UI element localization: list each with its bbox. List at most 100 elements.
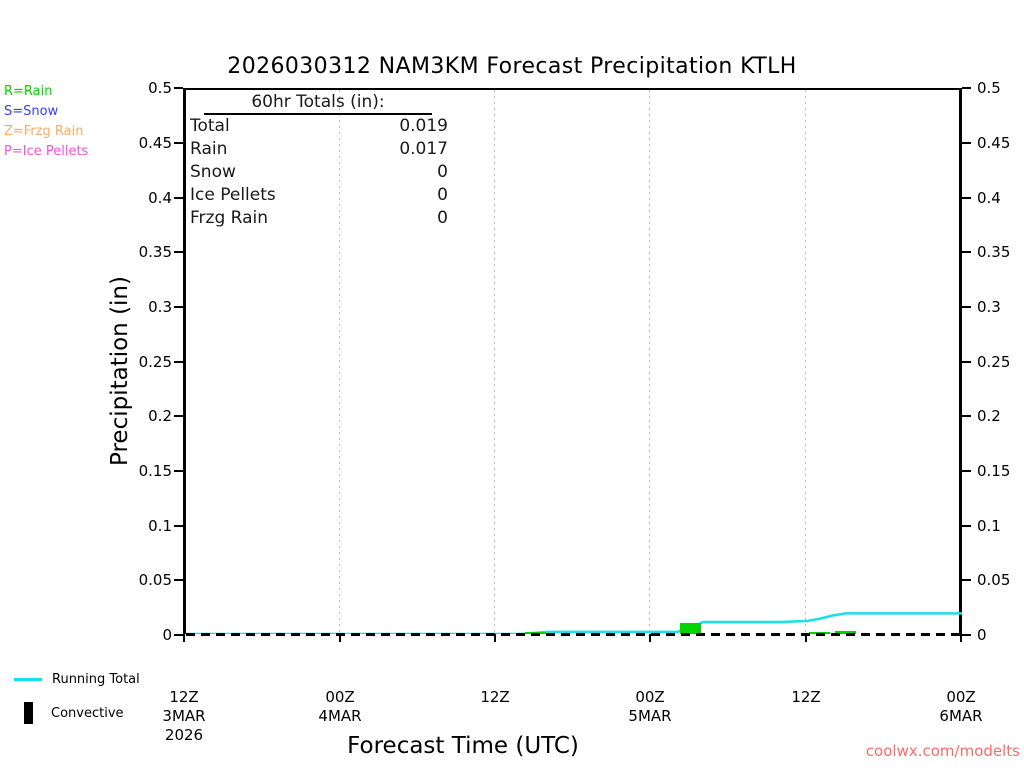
totals-value-frzg-rain: 0 — [437, 208, 448, 228]
y-tick-mark-left-8 — [174, 525, 183, 527]
y-tick-mark-left-6 — [174, 415, 183, 417]
x-tick-group-0: 12Z 3MAR 2026 — [124, 688, 244, 745]
x-tick-group-5: 00Z 6MAR — [901, 688, 1021, 726]
y-tick-label-left-1: 0.45 — [138, 134, 172, 152]
x-tick-date-5: 6MAR — [939, 707, 983, 725]
y-tick-label-right-9: 0.05 — [977, 571, 1011, 589]
y-tick-mark-right-2 — [962, 197, 971, 199]
plot-data-layer: RRRR — [186, 90, 962, 634]
y-tick-mark-left-4 — [174, 306, 183, 308]
series-legend: Running Total Convective — [10, 668, 140, 724]
x-tick-time-4: 12Z — [791, 688, 821, 706]
y-tick-mark-left-2 — [174, 197, 183, 199]
totals-label-total: Total — [190, 116, 230, 136]
y-tick-mark-right-10 — [962, 634, 971, 636]
y-tick-label-right-8: 0.1 — [977, 517, 1001, 535]
x-tick-date-3: 5MAR — [628, 707, 672, 725]
y-tick-mark-left-5 — [174, 361, 183, 363]
precip-type-legend: R=Rain S=Snow Z=Frzg Rain P=Ice Pellets — [4, 82, 88, 162]
totals-value-total: 0.019 — [399, 116, 448, 136]
legend-label-convective: Convective — [51, 705, 124, 721]
ptype-legend-frzg-rain: Z=Frzg Rain — [4, 124, 84, 139]
x-tick-mark-1 — [339, 634, 341, 642]
y-tick-mark-right-3 — [962, 251, 971, 253]
totals-row-snow: Snow 0 — [190, 161, 448, 184]
y-tick-label-right-10: 0 — [977, 626, 987, 644]
totals-label-frzg-rain: Frzg Rain — [190, 208, 269, 228]
page-title: 2026030312 NAM3KM Forecast Precipitation… — [227, 54, 797, 79]
x-tick-time-1: 00Z — [325, 688, 355, 706]
gridline-12z-5mar — [805, 90, 806, 634]
gridline-12z-4mar — [494, 90, 495, 634]
x-tick-date-0: 3MAR — [162, 707, 206, 725]
totals-label-snow: Snow — [190, 162, 236, 182]
ptype-legend-ice-pellets: P=Ice Pellets — [4, 144, 89, 159]
x-tick-group-1: 00Z 4MAR — [280, 688, 400, 726]
x-tick-time-0: 12Z — [169, 688, 199, 706]
y-tick-mark-left-1 — [174, 142, 183, 144]
y-tick-mark-left-3 — [174, 251, 183, 253]
y-tick-label-left-3: 0.35 — [138, 243, 172, 261]
totals-row-total: Total 0.019 — [190, 115, 448, 138]
legend-label-running-total: Running Total — [52, 671, 140, 687]
x-axis-title: Forecast Time (UTC) — [347, 733, 579, 759]
ptype-bars-layer: RRRR — [186, 90, 962, 634]
watermark-link[interactable]: coolwx.com/modelts — [865, 742, 1020, 760]
totals-label-ice-pellets: Ice Pellets — [190, 185, 276, 205]
y-axis-title: Precipitation (in) — [107, 276, 133, 466]
y-tick-label-left-4: 0.3 — [148, 298, 172, 316]
y-tick-mark-left-10 — [174, 634, 183, 636]
x-tick-mark-3 — [649, 634, 651, 642]
y-tick-label-right-0: 0.5 — [977, 79, 1001, 97]
totals-value-ice-pellets: 0 — [437, 185, 448, 205]
legend-item-running-total: Running Total — [10, 668, 140, 690]
y-tick-label-left-6: 0.2 — [148, 407, 172, 425]
x-tick-group-4: 12Z — [746, 688, 866, 707]
ptype-bar-r-1 — [679, 623, 701, 634]
zero-baseline — [186, 633, 962, 636]
y-tick-mark-left-0 — [174, 87, 183, 89]
totals-label-rain: Rain — [190, 139, 228, 159]
x-tick-mark-0 — [183, 634, 185, 642]
y-tick-mark-right-7 — [962, 470, 971, 472]
y-tick-mark-right-1 — [962, 142, 971, 144]
y-tick-mark-right-5 — [962, 361, 971, 363]
y-tick-label-left-0: 0.5 — [148, 79, 172, 97]
ptype-legend-snow: S=Snow — [4, 104, 59, 119]
convective-bar-icon — [24, 702, 33, 724]
y-tick-label-right-4: 0.3 — [977, 298, 1001, 316]
y-tick-label-left-9: 0.05 — [138, 571, 172, 589]
y-tick-label-right-6: 0.2 — [977, 407, 1001, 425]
x-tick-group-3: 00Z 5MAR — [590, 688, 710, 726]
gridline-00z-4mar — [339, 90, 340, 634]
y-tick-mark-right-6 — [962, 415, 971, 417]
totals-box: 60hr Totals (in): Total 0.019 Rain 0.017… — [190, 92, 448, 230]
totals-value-rain: 0.017 — [399, 139, 448, 159]
totals-row-frzg-rain: Frzg Rain 0 — [190, 207, 448, 230]
ptype-bar-r-0 — [524, 631, 546, 634]
y-tick-label-left-2: 0.4 — [148, 189, 172, 207]
y-tick-label-right-7: 0.15 — [977, 462, 1011, 480]
y-tick-label-left-8: 0.1 — [148, 517, 172, 535]
y-tick-label-right-2: 0.4 — [977, 189, 1001, 207]
x-tick-mark-2 — [494, 634, 496, 642]
x-tick-time-2: 12Z — [480, 688, 510, 706]
x-tick-mark-4 — [805, 634, 807, 642]
totals-row-rain: Rain 0.017 — [190, 138, 448, 161]
legend-item-convective: Convective — [10, 702, 140, 724]
x-tick-time-5: 00Z — [946, 688, 976, 706]
x-tick-year-0: 2026 — [164, 726, 204, 744]
totals-value-snow: 0 — [437, 162, 448, 182]
ptype-legend-rain: R=Rain — [4, 84, 53, 99]
x-tick-time-3: 00Z — [635, 688, 665, 706]
x-tick-date-1: 4MAR — [318, 707, 362, 725]
y-tick-label-left-5: 0.25 — [138, 353, 172, 371]
y-tick-label-left-7: 0.15 — [138, 462, 172, 480]
y-tick-label-right-1: 0.45 — [977, 134, 1011, 152]
y-tick-mark-left-9 — [174, 579, 183, 581]
x-tick-group-2: 12Z — [435, 688, 555, 707]
ptype-bar-r-2 — [809, 631, 831, 634]
y-tick-label-left-10: 0 — [162, 626, 172, 644]
y-tick-label-right-3: 0.35 — [977, 243, 1011, 261]
totals-row-ice-pellets: Ice Pellets 0 — [190, 184, 448, 207]
